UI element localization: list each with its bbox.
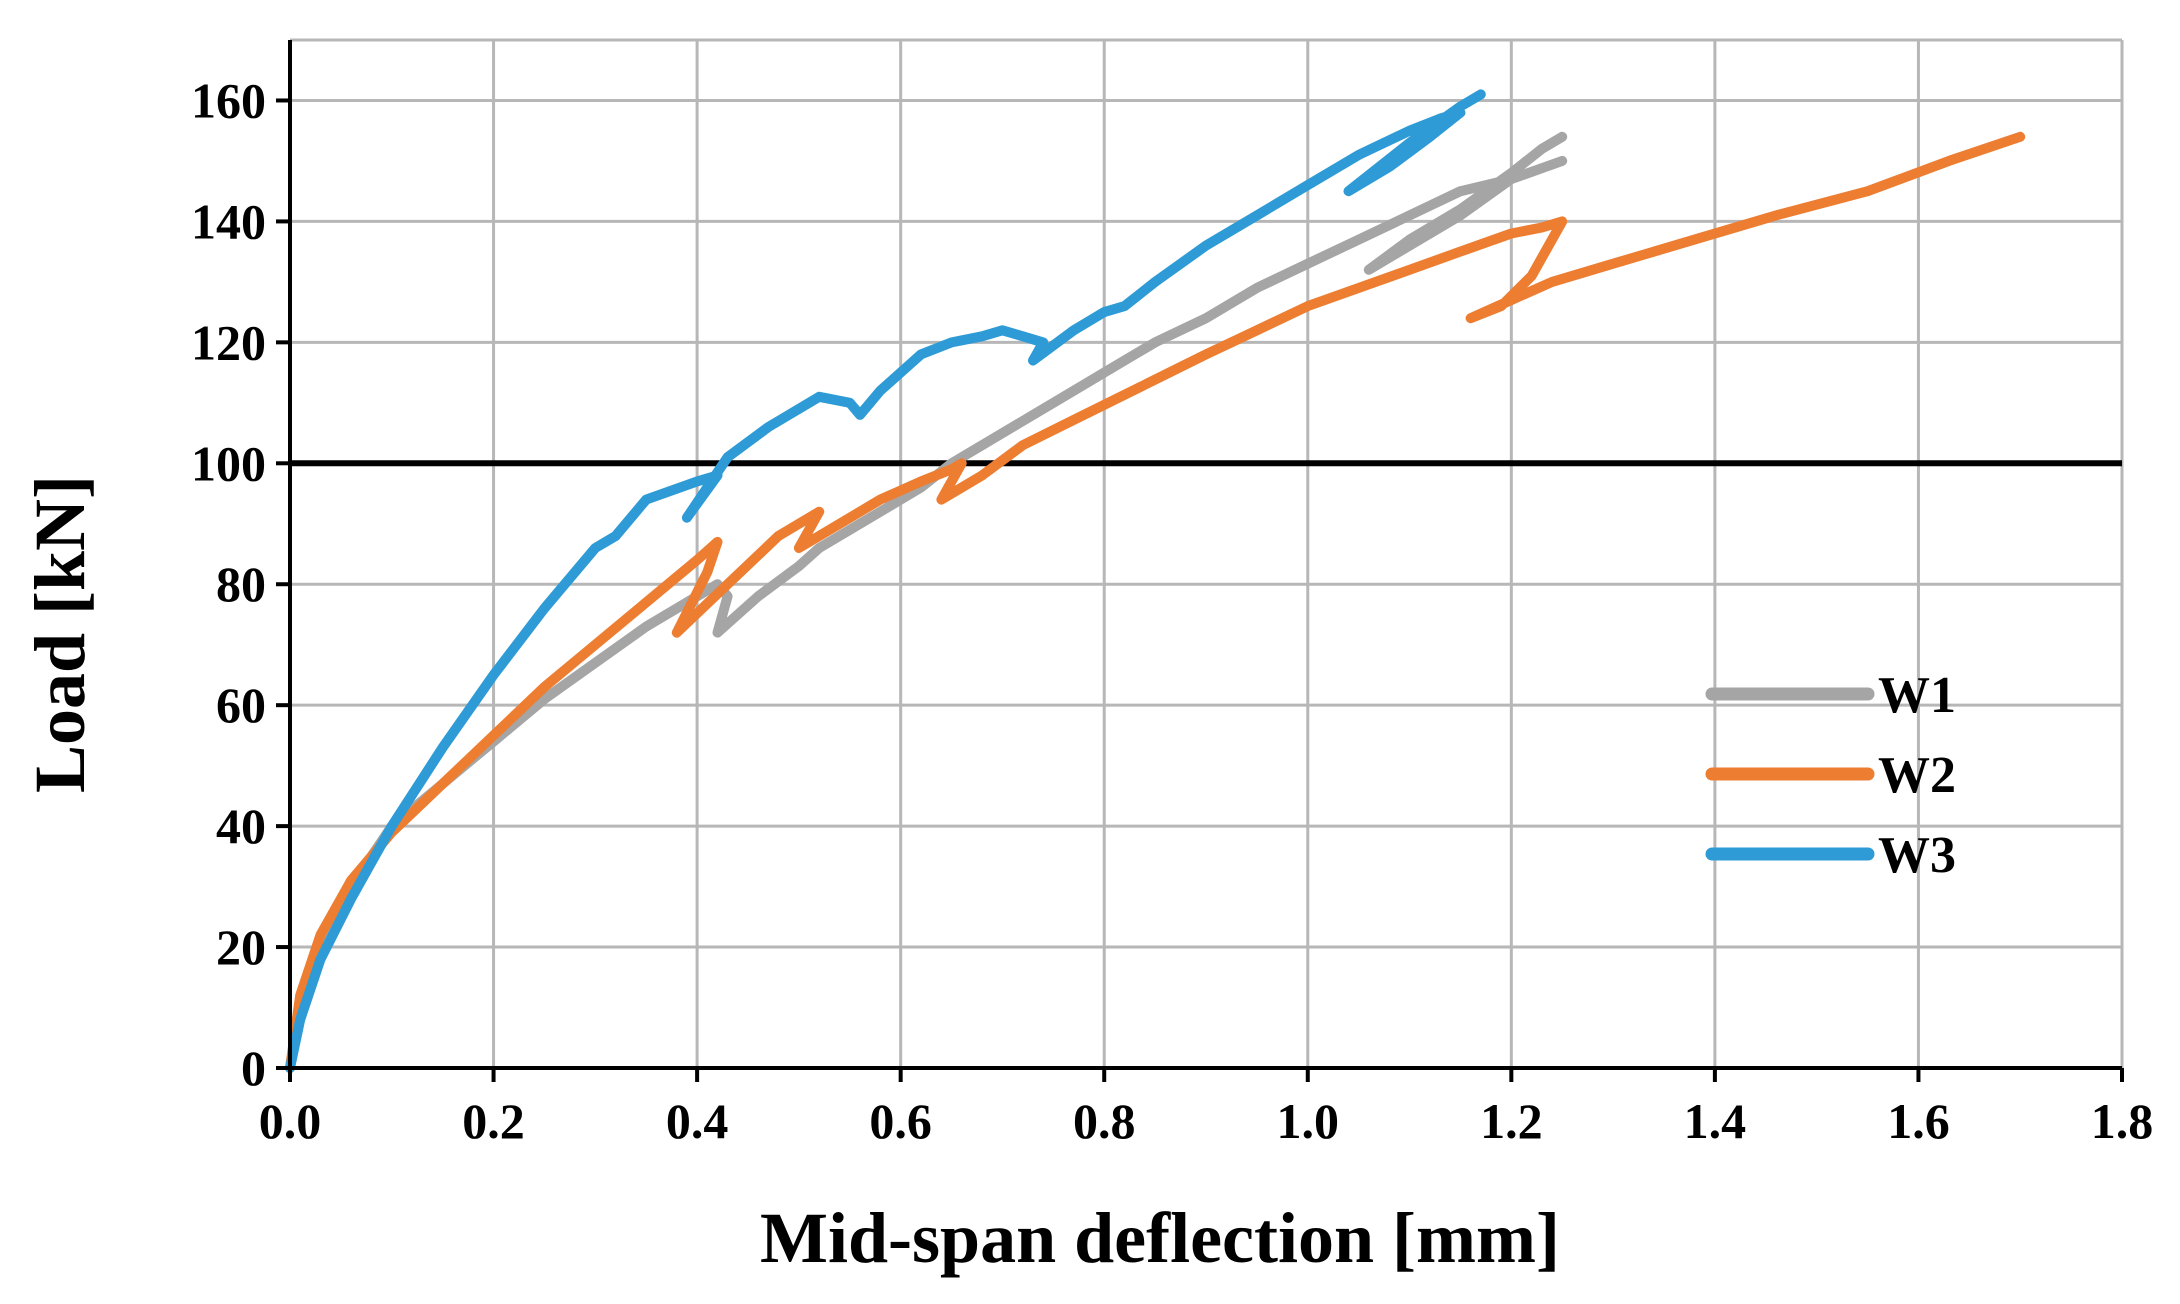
x-tick-label: 0.6: [869, 1093, 932, 1149]
x-tick-label: 0.2: [462, 1093, 525, 1149]
x-tick-label: 1.4: [1684, 1093, 1747, 1149]
legend-label-w1: W1: [1878, 667, 1956, 724]
y-tick-label: 160: [191, 72, 266, 128]
y-tick-label: 120: [191, 314, 266, 370]
legend-label-w2: W2: [1878, 747, 1956, 804]
x-axis-title: Mid-span deflection [mm]: [760, 1198, 1560, 1278]
x-tick-label: 0.8: [1073, 1093, 1136, 1149]
legend: W1 W2 W3: [1705, 667, 1956, 884]
x-tick-label: 1.0: [1277, 1093, 1340, 1149]
y-tick-label: 80: [216, 556, 266, 612]
series-line-w3: [285, 89, 1486, 1073]
y-tick-label: 60: [216, 677, 266, 733]
y-tick-label: 100: [191, 435, 266, 491]
y-axis-title: Load [kN]: [20, 475, 100, 793]
series-group: [285, 89, 2026, 1073]
x-tick-label: 0.4: [666, 1093, 729, 1149]
x-tick-label: 0.0: [259, 1093, 322, 1149]
tick-labels: 0.0 0.2 0.4 0.6 0.8 1.0 1.2 1.4 1.6 1.8 0 20 40 60 80 1…: [191, 72, 2153, 1149]
series-line-w1: [285, 131, 1568, 1073]
y-tick-label: 40: [216, 798, 266, 854]
x-tick-label: 1.6: [1887, 1093, 1950, 1149]
x-tick-label: 1.2: [1480, 1093, 1543, 1149]
y-tick-label: 140: [191, 193, 266, 249]
x-tick-label: 1.8: [2091, 1093, 2154, 1149]
axes: [276, 40, 2124, 1082]
y-tick-label: 0: [241, 1040, 266, 1096]
legend-label-w3: W3: [1878, 827, 1956, 884]
series-line-w2: [285, 131, 2026, 1073]
y-tick-label: 20: [216, 919, 266, 975]
